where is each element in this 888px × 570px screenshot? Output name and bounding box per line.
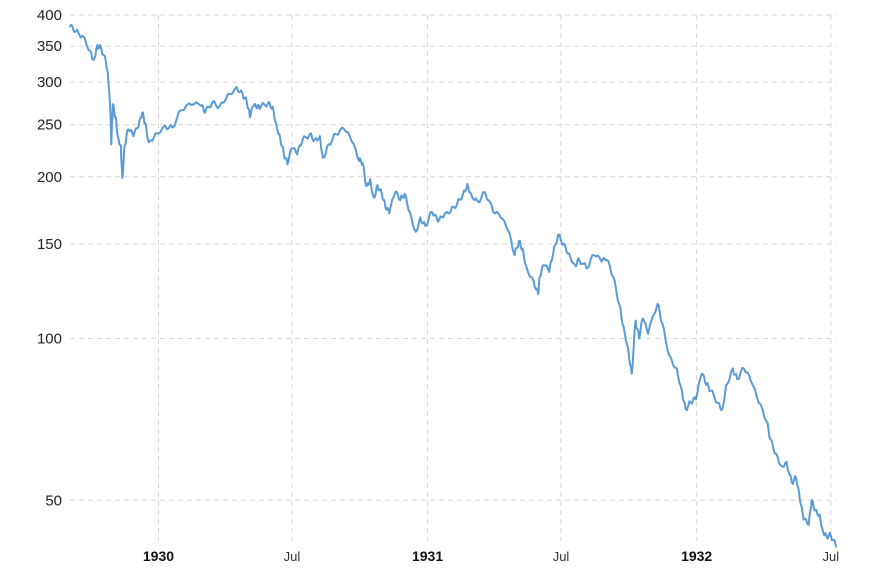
y-tick-label: 350 — [37, 38, 62, 55]
x-tick-label: 1932 — [681, 548, 712, 564]
x-tick-label: Jul — [284, 549, 301, 564]
x-tick-label: 1930 — [143, 548, 174, 564]
y-tick-label: 400 — [37, 7, 62, 24]
series-layer — [69, 23, 837, 548]
y-tick-label: 100 — [37, 331, 62, 348]
axis-labels: 400 350 300 250 200 150 100 50 1930 Jul 1931 Jul 193… — [37, 7, 839, 564]
y-tick-label: 250 — [37, 117, 62, 134]
y-tick-label: 150 — [37, 236, 62, 253]
y-tick-label: 200 — [37, 169, 62, 186]
series-line — [69, 23, 837, 548]
x-tick-label: Jul — [823, 549, 840, 564]
y-tick-label: 300 — [37, 74, 62, 91]
gridlines — [70, 14, 836, 541]
y-tick-label: 50 — [45, 492, 62, 509]
x-tick-label: Jul — [553, 549, 570, 564]
x-tick-label: 1931 — [412, 548, 443, 564]
